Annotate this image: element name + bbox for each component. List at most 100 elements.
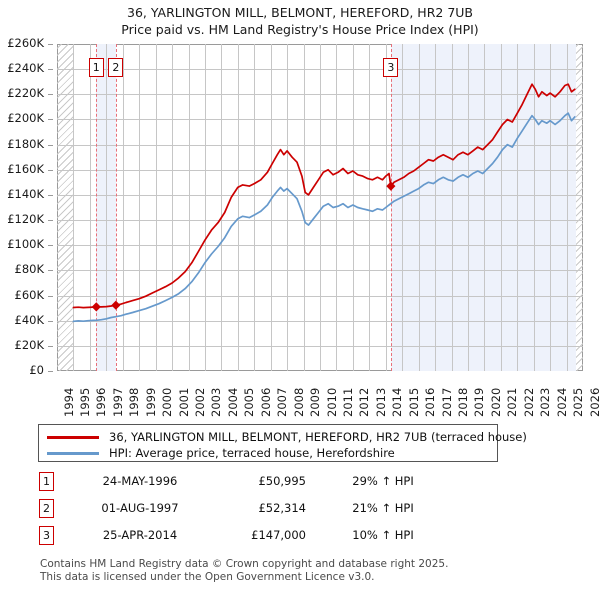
x-axis-tick-label: 2014 [390, 387, 405, 417]
x-axis-tick-label: 1997 [110, 387, 125, 417]
x-axis: 1994 1995 1996 1997 1998 1999 2000 2001 2002 2003… [57, 373, 600, 421]
sale-point-marker-2[interactable] [111, 300, 121, 310]
title-line-1: 36, YARLINGTON MILL, BELMONT, HEREFORD, … [127, 5, 473, 20]
x-axis-tick-label: 2015 [406, 387, 421, 417]
gridline-vertical [320, 44, 321, 371]
x-axis-tick-label: 2022 [521, 387, 536, 417]
gridline-horizontal [57, 321, 583, 322]
gridline-vertical [567, 44, 568, 371]
transaction-price: £52,314 [258, 501, 306, 515]
gridline-vertical [139, 44, 140, 371]
x-axis-tick-label: 2007 [275, 387, 290, 417]
y-axis-tick-label: £160K [7, 161, 44, 176]
gridline-horizontal [57, 195, 583, 196]
gridline-vertical [287, 44, 288, 371]
gridline-vertical [353, 44, 354, 371]
transaction-hpi-delta: 10% ↑ HPI [352, 528, 414, 542]
y-axis-tick-label: £60K [14, 287, 45, 302]
gridline-vertical [90, 44, 91, 371]
y-axis-tick-label: £0 [29, 363, 44, 377]
transaction-index-badge: 2 [39, 499, 54, 518]
x-axis-tick-label: 1996 [94, 387, 109, 417]
transaction-index-badge: 3 [39, 526, 54, 545]
transaction-date: 25-APR-2014 [102, 528, 178, 542]
gridline-vertical [468, 44, 469, 371]
x-axis-tick-label: 2005 [242, 387, 257, 417]
y-axis-tick [48, 346, 53, 347]
x-axis-tick-label: 1994 [61, 387, 76, 417]
x-axis-tick-label: 2026 [587, 387, 600, 417]
gridline-vertical [402, 44, 403, 371]
x-axis-tick-label: 1995 [77, 387, 92, 417]
y-axis-tick [48, 371, 53, 372]
y-axis-tick [48, 245, 53, 246]
transaction-hpi-delta: 21% ↑ HPI [352, 501, 414, 515]
y-axis-tick-label: £100K [7, 237, 44, 252]
footer-line-1: Contains HM Land Registry data © Crown c… [40, 558, 449, 570]
y-axis-tick [48, 220, 53, 221]
table-row[interactable]: 2 01-AUG-1997 £52,314 21% ↑ HPI [38, 499, 488, 519]
gridline-vertical [452, 44, 453, 371]
gridline-horizontal [57, 245, 583, 246]
y-axis: £0 £20K £40K £60K £80K £100K £120K £140K £160K £1… [0, 36, 53, 377]
y-axis-tick-label: £180K [7, 136, 44, 151]
gridline-vertical [238, 44, 239, 371]
table-row[interactable]: 1 24-MAY-1996 £50,995 29% ↑ HPI [38, 472, 488, 492]
x-axis-tick-label: 2013 [373, 387, 388, 417]
hpi-average-line [72, 112, 576, 323]
table-row[interactable]: 3 25-APR-2014 £147,000 10% ↑ HPI [38, 526, 488, 546]
sale-point-marker-3[interactable] [386, 181, 396, 191]
y-axis-tick [48, 270, 53, 271]
gridline-vertical [517, 44, 518, 371]
y-axis-tick-label: £120K [7, 212, 44, 227]
legend-label: 36, YARLINGTON MILL, BELMONT, HEREFORD, … [109, 430, 527, 444]
x-axis-tick-label: 2019 [472, 387, 487, 417]
gridline-horizontal [57, 346, 583, 347]
x-axis-tick-label: 2025 [571, 387, 586, 417]
y-axis-tick [48, 195, 53, 196]
transaction-hpi-delta: 29% ↑ HPI [352, 474, 414, 488]
gridline-horizontal [57, 170, 583, 171]
sale-point-marker-1[interactable] [91, 302, 101, 312]
gridline-vertical [419, 44, 420, 371]
y-axis-tick [48, 170, 53, 171]
legend-color-swatch [47, 436, 99, 439]
gridline-horizontal [57, 69, 583, 70]
x-axis-tick-label: 2008 [291, 387, 306, 417]
chart-legend: 36, YARLINGTON MILL, BELMONT, HEREFORD, … [38, 424, 527, 462]
gridline-horizontal [57, 296, 583, 297]
transaction-date: 01-AUG-1997 [101, 501, 179, 515]
transaction-price: £50,995 [258, 474, 306, 488]
transaction-date: 24-MAY-1996 [102, 474, 178, 488]
gridline-horizontal [57, 270, 583, 271]
gridline-vertical [106, 44, 107, 371]
gridline-vertical [501, 44, 502, 371]
x-axis-tick-label: 2003 [209, 387, 224, 417]
y-axis-tick-label: £260K [7, 36, 44, 50]
y-axis-tick-label: £200K [7, 111, 44, 126]
x-axis-tick-label: 2023 [538, 387, 553, 417]
transaction-index-badge: 1 [39, 472, 54, 491]
footer-line-2: This data is licensed under the Open Gov… [40, 570, 375, 583]
x-axis-tick-label: 2017 [439, 387, 454, 417]
chart-marker-flag-1[interactable]: 1 [88, 58, 104, 77]
gridline-vertical [221, 44, 222, 371]
x-axis-tick-label: 2001 [176, 387, 191, 417]
gridline-vertical [73, 44, 74, 371]
x-axis-tick-label: 2006 [258, 387, 273, 417]
x-axis-tick-label: 1999 [143, 387, 158, 417]
x-axis-tick-label: 2009 [308, 387, 323, 417]
gridline-vertical [484, 44, 485, 371]
event-line-1 [96, 44, 98, 371]
legend-color-swatch [47, 452, 99, 455]
no-data-hatch-region [57, 44, 74, 371]
gridline-vertical [435, 44, 436, 371]
gridline-horizontal [57, 94, 583, 95]
x-axis-tick-label: 2002 [193, 387, 207, 417]
gridline-vertical [336, 44, 337, 371]
chart-marker-flag-2[interactable]: 2 [108, 58, 124, 77]
gridline-horizontal [57, 119, 583, 120]
y-axis-tick-label: £220K [7, 86, 44, 101]
chart-marker-flag-3[interactable]: 3 [383, 58, 399, 77]
